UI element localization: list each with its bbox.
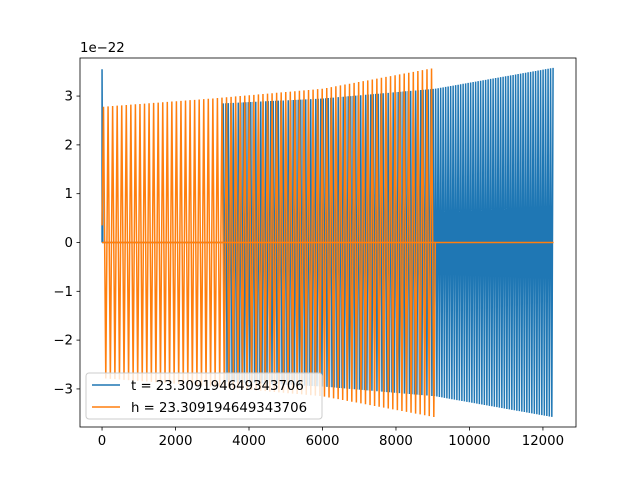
- x-tick-label: 2000: [159, 434, 193, 449]
- y-tick-label: 2: [65, 138, 73, 153]
- y-offset-label: 1e−22: [80, 41, 125, 56]
- x-tick-label: 12000: [522, 434, 564, 449]
- x-tick-label: 6000: [306, 434, 340, 449]
- y-axis: −3 −2 −1 0 1 2 3: [53, 90, 80, 397]
- x-tick-label: 0: [98, 434, 106, 449]
- y-tick-label: −1: [53, 285, 73, 300]
- legend-box: [85, 372, 323, 420]
- x-tick-label: 4000: [232, 434, 266, 449]
- y-tick-label: 0: [65, 236, 73, 251]
- x-tick-label: 8000: [379, 434, 413, 449]
- y-tick-label: −3: [53, 382, 73, 397]
- y-tick-label: 1: [65, 187, 73, 202]
- y-tick-label: 3: [65, 90, 73, 105]
- legend-label-t: t = 23.309194649343706: [131, 379, 304, 394]
- x-tick-label: 10000: [448, 434, 490, 449]
- y-tick-label: −2: [53, 334, 73, 349]
- legend: t = 23.309194649343706 h = 23.3091946493…: [85, 372, 323, 420]
- legend-label-h: h = 23.309194649343706: [131, 401, 307, 416]
- x-axis: 0 2000 4000 6000 8000 10000 12000: [98, 427, 564, 449]
